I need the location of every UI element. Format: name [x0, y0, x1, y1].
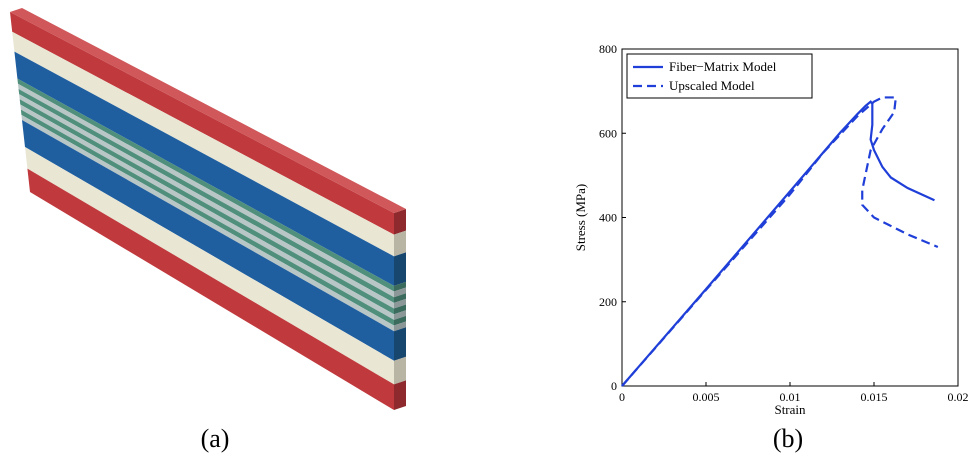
layer-side	[394, 357, 406, 385]
caption: (b)	[773, 424, 803, 453]
layer-side	[394, 380, 406, 410]
y-tick-label: 0	[611, 379, 617, 393]
figure: (a) (b) 020040060080000.0050.010.0150.02…	[0, 0, 974, 466]
series-line	[622, 102, 934, 386]
caption: (a)	[201, 424, 230, 453]
y-axis-title: Stress (MPa)	[573, 184, 588, 252]
y-tick-label: 200	[599, 295, 617, 309]
x-tick-label: 0.015	[861, 390, 888, 404]
legend-label: Fiber−Matrix Model	[669, 59, 777, 74]
plot-frame	[622, 49, 958, 386]
layer-side	[394, 209, 406, 235]
y-tick-label: 400	[599, 211, 617, 225]
y-tick-label: 600	[599, 126, 617, 140]
x-tick-label: 0.02	[948, 390, 969, 404]
layer-side	[394, 252, 406, 286]
legend-label: Upscaled Model	[669, 78, 755, 93]
x-tick-label: 0	[619, 390, 625, 404]
laminate-render	[10, 8, 406, 410]
x-tick-label: 0.005	[693, 390, 720, 404]
layer-side	[394, 231, 406, 257]
layer-side	[394, 327, 406, 361]
y-tick-label: 800	[599, 42, 617, 56]
x-axis-title: Strain	[774, 402, 806, 417]
series-line	[622, 97, 938, 386]
